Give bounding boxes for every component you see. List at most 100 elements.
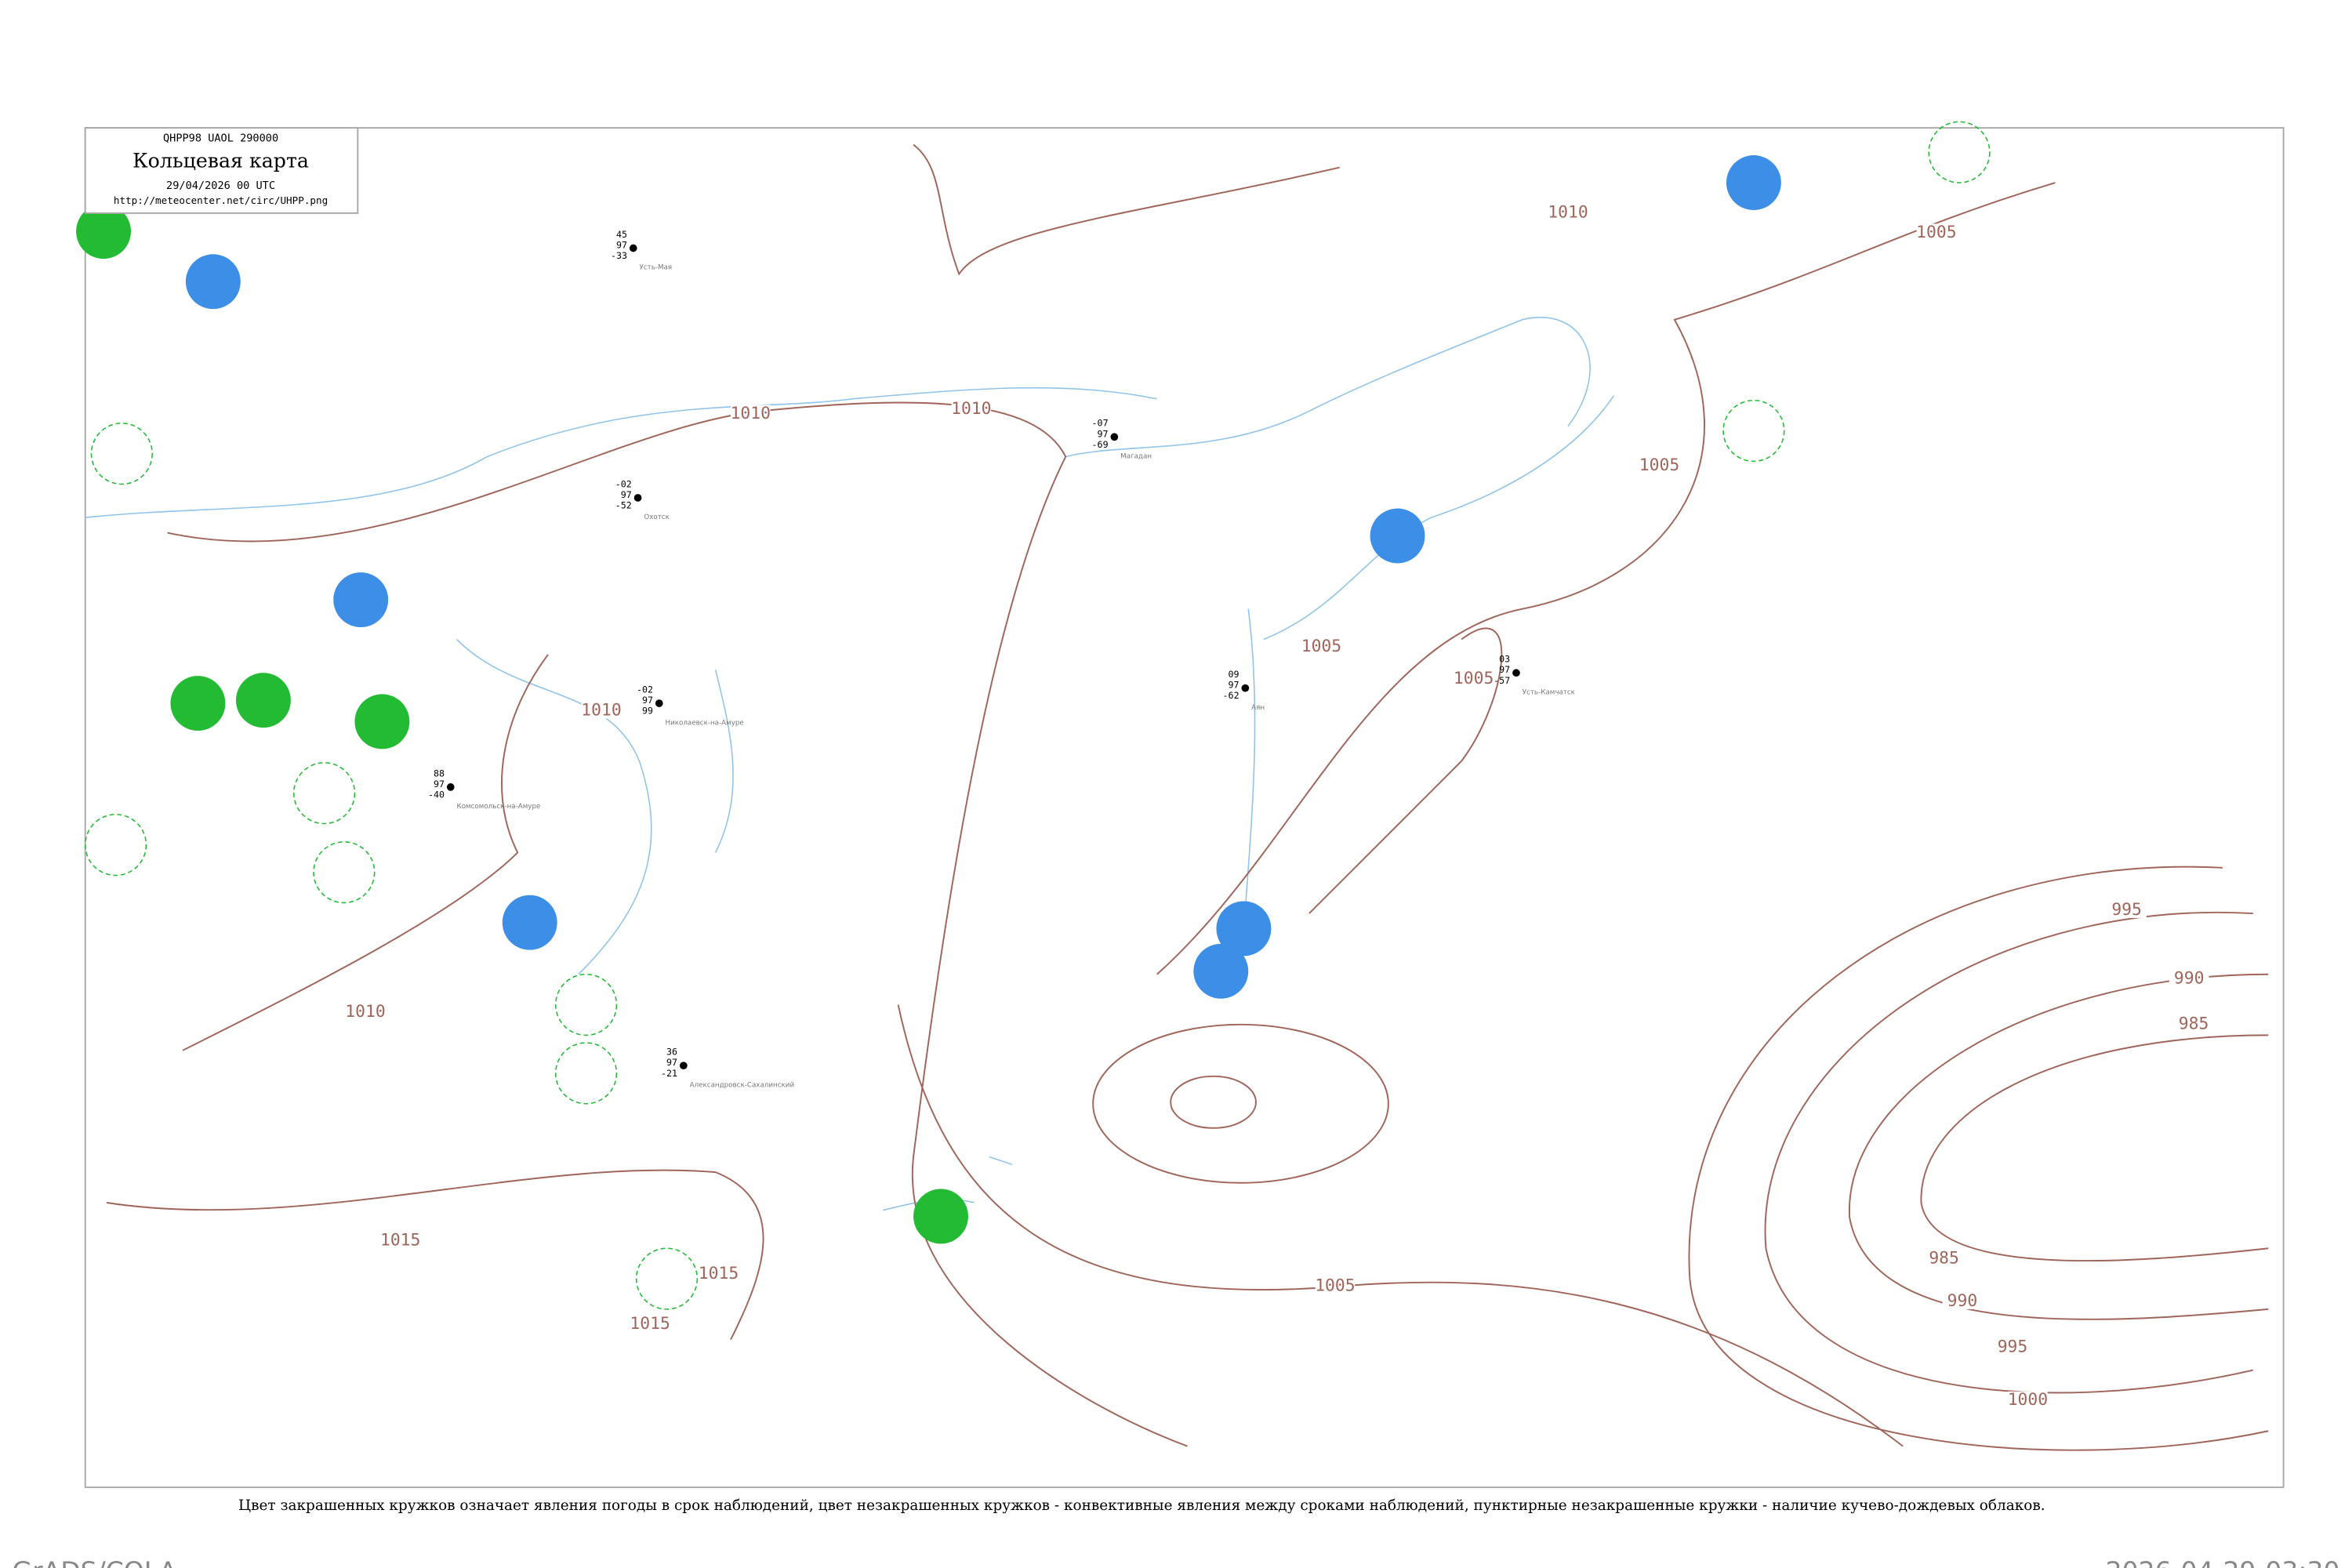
isobar-label-bg xyxy=(1924,1250,1964,1267)
isobar-label-bg xyxy=(1548,204,1588,221)
isobar-label: 995 xyxy=(2111,900,2142,920)
station-value: 97 xyxy=(1499,664,1510,675)
station-dot xyxy=(446,783,455,791)
station-value: -40 xyxy=(428,789,445,800)
header-box xyxy=(84,127,359,214)
isobar-label: 1005 xyxy=(1315,1276,1355,1296)
station-dot xyxy=(1241,684,1250,692)
isobar-label-bg xyxy=(1639,456,1679,474)
isobar-label: 1005 xyxy=(1639,456,1679,475)
isobar-label: 1010 xyxy=(731,404,771,423)
station-dot xyxy=(629,244,637,252)
station-value: 88 xyxy=(434,768,445,779)
weather-circle xyxy=(333,572,389,627)
station-dot xyxy=(1512,669,1520,677)
isobar-label-bg xyxy=(951,400,992,418)
isobar-label-bg xyxy=(380,1231,420,1249)
station-dot xyxy=(1110,433,1119,441)
station-value: -57 xyxy=(1494,675,1510,686)
weather-circle xyxy=(1370,508,1425,564)
station-value: 97 xyxy=(1229,680,1240,691)
station-value: 45 xyxy=(616,229,627,240)
weather-circle xyxy=(76,204,131,260)
station-value: 03 xyxy=(1499,654,1510,665)
station-value: 36 xyxy=(666,1047,677,1058)
isobar-label: 1010 xyxy=(951,399,991,419)
station-dot xyxy=(633,494,642,502)
station-name: Аян xyxy=(1251,704,1265,712)
isobar-label-bg xyxy=(731,405,771,422)
station-value: -69 xyxy=(1092,439,1109,450)
station-value: 97 xyxy=(666,1057,677,1068)
coastlines xyxy=(85,317,1614,1211)
station-value: -62 xyxy=(1223,690,1240,701)
station-name: Александровск-Сахалинский xyxy=(690,1081,795,1089)
isobar-label: 1010 xyxy=(581,701,621,720)
header-url: http://meteocenter.net/circ/UHPP.png xyxy=(114,194,328,206)
isobar-label-bg xyxy=(2169,969,2209,987)
isobar-label: 1005 xyxy=(1916,223,1956,242)
station-dot xyxy=(679,1062,688,1070)
isobar-label-bg xyxy=(2008,1391,2048,1409)
station-value: 97 xyxy=(434,779,445,789)
isobar-label: 1015 xyxy=(699,1264,739,1283)
weather-circle xyxy=(185,254,241,310)
isobar-label: 1010 xyxy=(345,1002,385,1022)
station-value: 97 xyxy=(642,695,653,706)
isobar-label-bg xyxy=(345,1003,386,1020)
isobar-label-bg xyxy=(1315,1277,1356,1294)
station-value: -21 xyxy=(661,1068,677,1079)
station-value: -33 xyxy=(611,250,627,261)
station-name: Охотск xyxy=(644,514,669,521)
header-date: 29/04/2026 00 UTC xyxy=(166,180,275,192)
weather-circle xyxy=(1216,901,1272,956)
station-value: -52 xyxy=(615,500,632,511)
weather-circle xyxy=(170,676,226,731)
footer-left: GrADS/COLA xyxy=(13,1556,177,1568)
isobar-label: 1005 xyxy=(1454,669,1494,688)
isobar-label-bg xyxy=(2107,901,2147,918)
isobar-label: 1000 xyxy=(2008,1390,2048,1410)
isobar-label: 990 xyxy=(1947,1291,1978,1311)
caption: Цвет закрашенных кружков означает явлени… xyxy=(238,1497,2045,1514)
station-value: 97 xyxy=(616,240,627,251)
weather-circle xyxy=(354,694,410,750)
station-value: 97 xyxy=(1098,428,1109,439)
isobar-label: 990 xyxy=(2174,968,2205,988)
weather-circle xyxy=(913,1189,968,1244)
header-code: QHPP98 UAOL 290000 xyxy=(163,132,278,145)
isobar-label: 1010 xyxy=(1548,203,1588,223)
isobar-label: 1005 xyxy=(1301,637,1341,656)
station-name: Комсомольск-на-Амуре xyxy=(457,803,541,811)
station-value: 99 xyxy=(642,706,653,717)
station-value: -07 xyxy=(1092,418,1109,429)
isobar-label: 985 xyxy=(1929,1249,1959,1269)
isobar-label-bg xyxy=(1454,670,1494,687)
isobar-label: 985 xyxy=(2179,1014,2209,1034)
station-name: Николаевск-на-Амуре xyxy=(666,719,744,727)
weather-circle xyxy=(235,673,291,728)
station-name: Усть-Камчатск xyxy=(1523,688,1575,696)
isobar-label-bg xyxy=(1942,1292,1983,1309)
isobar-label-bg xyxy=(1301,637,1341,655)
station-value: -02 xyxy=(637,684,653,695)
station-dot xyxy=(655,699,663,707)
isobar-label-bg xyxy=(630,1315,670,1333)
weather-circle xyxy=(1726,155,1781,210)
header-title: Кольцевая карта xyxy=(132,150,309,172)
isobar-label: 1015 xyxy=(380,1230,420,1250)
weather-circle xyxy=(502,895,557,950)
isobar-label-bg xyxy=(699,1265,739,1282)
station-value: 97 xyxy=(621,489,632,500)
isobar-label: 1015 xyxy=(630,1314,670,1334)
map-frame xyxy=(84,127,2285,1489)
station-value: 09 xyxy=(1229,669,1240,680)
isobar-label-bg xyxy=(2173,1015,2214,1033)
isobar-label-bg xyxy=(1916,223,1957,241)
isobar-label-bg xyxy=(1992,1338,2033,1356)
weather-circle xyxy=(1193,943,1249,999)
station-value: -02 xyxy=(615,478,632,489)
station-name: Магадан xyxy=(1120,452,1152,460)
